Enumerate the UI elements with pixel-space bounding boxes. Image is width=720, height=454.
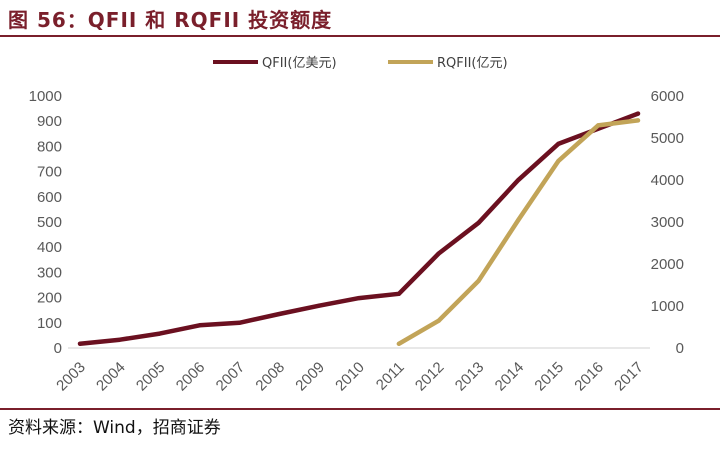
x-tick-label: 2003 <box>53 359 89 395</box>
y-right-tick-label: 4000 <box>651 172 684 189</box>
data-point-qfii <box>357 296 361 301</box>
y-right-tick-label: 3000 <box>651 214 684 231</box>
data-point-qfii <box>436 251 441 256</box>
y-right-tick-label: 6000 <box>651 88 684 105</box>
data-point-qfii <box>117 337 122 342</box>
data-point-qfii <box>157 331 162 336</box>
data-point-rqfii <box>516 217 521 222</box>
chart-title: 图 56：QFII 和 RQFII 投资额度 <box>8 8 333 32</box>
x-tick-label: 2012 <box>412 359 448 395</box>
x-tick-label: 2005 <box>133 359 169 395</box>
data-point-rqfii <box>476 278 481 283</box>
data-point-qfii <box>237 320 242 325</box>
data-point-qfii <box>636 111 640 116</box>
legend: QFII(亿美元) RQFII(亿元) <box>213 56 508 71</box>
data-point-qfii <box>556 141 561 146</box>
y-left-tick-label: 400 <box>37 239 62 256</box>
y-right-tick-label: 1000 <box>651 298 684 315</box>
data-point-qfii <box>476 220 481 225</box>
data-point-qfii <box>516 177 521 182</box>
source-note: 资料来源：Wind，招商证券 <box>8 418 221 438</box>
x-tick-label: 2015 <box>531 359 567 395</box>
y-left-tick-label: 800 <box>37 138 62 155</box>
x-tick-label: 2014 <box>492 359 528 395</box>
y-right-tick-label: 5000 <box>651 130 684 147</box>
data-point-rqfii <box>436 318 441 323</box>
x-tick-label: 2006 <box>173 359 209 395</box>
x-tick-label: 2017 <box>611 359 647 395</box>
series-line-qfii <box>77 111 641 346</box>
x-tick-label: 2004 <box>93 359 129 395</box>
series-line-rqfii <box>396 118 641 347</box>
legend-label-rqfii: RQFII(亿元) <box>437 56 508 71</box>
data-point-rqfii <box>556 159 561 164</box>
source-divider <box>0 408 720 410</box>
y-left-tick-label: 500 <box>37 214 62 231</box>
x-tick-label: 2008 <box>252 359 288 395</box>
y-left-tick-label: 200 <box>37 290 62 307</box>
data-point-qfii <box>317 303 322 308</box>
series <box>77 111 641 347</box>
data-point-qfii <box>197 323 202 328</box>
x-tick-label: 2016 <box>571 359 607 395</box>
y-left-tick-label: 1000 <box>29 88 62 105</box>
title-bar: 图 56：QFII 和 RQFII 投资额度 <box>0 0 720 37</box>
x-tick-label: 2010 <box>332 359 368 395</box>
y-left-tick-label: 700 <box>37 164 62 181</box>
y-left-tick-label: 0 <box>54 340 62 357</box>
x-tick-label: 2009 <box>292 359 328 395</box>
y-left-tick-label: 300 <box>37 264 62 281</box>
data-point-rqfii <box>596 123 601 128</box>
x-tick-label: 2011 <box>373 359 408 394</box>
y-right-tick-label: 2000 <box>651 256 684 273</box>
data-point-rqfii <box>636 118 640 123</box>
data-point-qfii <box>396 291 401 296</box>
x-tick-label: 2013 <box>452 359 488 395</box>
legend-label-qfii: QFII(亿美元) <box>262 56 337 71</box>
y-right-tick-label: 0 <box>676 340 684 357</box>
data-point-qfii <box>277 311 282 316</box>
data-point-rqfii <box>396 341 401 346</box>
y-left-tick-label: 900 <box>37 113 62 130</box>
y-left-tick-label: 100 <box>37 315 62 332</box>
y-left-tick-label: 600 <box>37 189 62 206</box>
data-point-qfii <box>78 341 82 346</box>
line-chart: QFII(亿美元) RQFII(亿元) 0 100 200 300 400 500 600 7… <box>29 56 684 395</box>
x-tick-label: 2007 <box>213 359 249 395</box>
